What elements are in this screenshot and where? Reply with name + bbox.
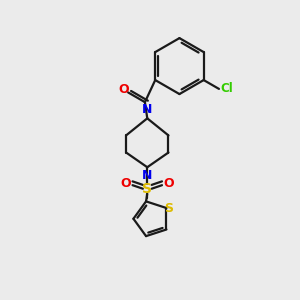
Text: N: N [142,103,152,116]
Text: O: O [164,177,174,190]
Text: S: S [142,182,152,196]
Text: O: O [118,83,129,96]
Text: S: S [164,202,173,214]
Text: Cl: Cl [220,82,233,95]
Text: O: O [121,177,131,190]
Text: N: N [142,169,152,182]
